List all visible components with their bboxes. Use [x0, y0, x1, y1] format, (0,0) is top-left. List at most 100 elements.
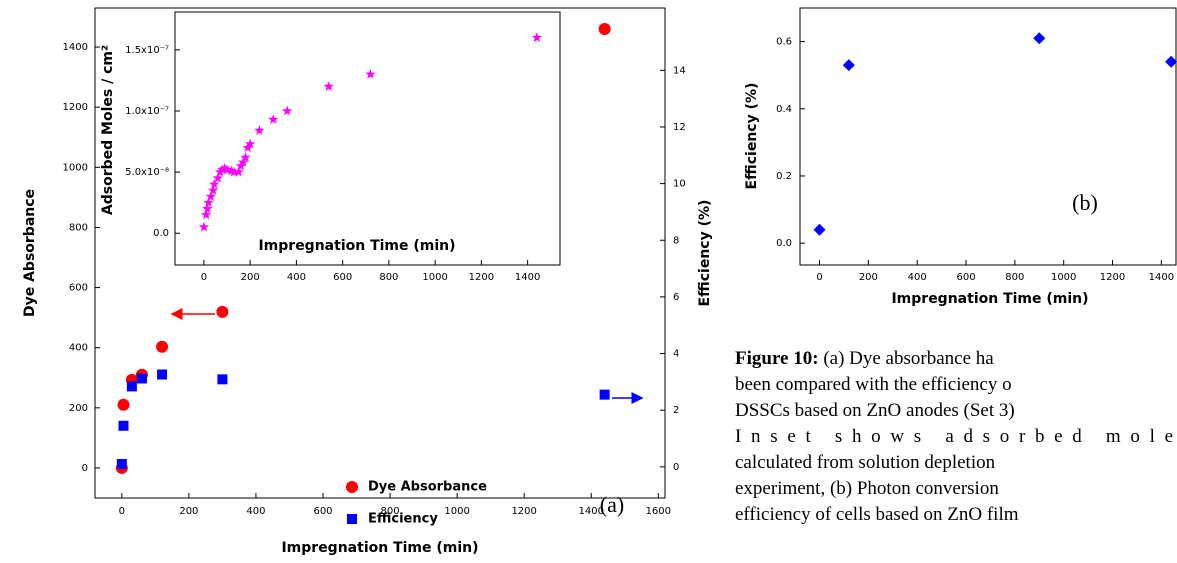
marker [813, 223, 826, 236]
marker [244, 138, 256, 149]
x-tick-label: 0 [119, 506, 125, 517]
y-tick-label: 1000 [63, 162, 88, 173]
caption-line: efficiency of cells based on ZnO film [735, 504, 1019, 525]
marker [156, 340, 169, 353]
y-tick-label: 1200 [63, 102, 88, 113]
marker [203, 197, 214, 208]
legend-label: Dye Absorbance [368, 480, 487, 495]
marker [219, 162, 230, 173]
y-tick-label: 1400 [63, 42, 88, 53]
caption-text: (a) Dye absorbance ha [823, 348, 994, 369]
plot-frame [799, 7, 1177, 266]
annotation: (a) [600, 492, 624, 517]
x-tick-label: 1600 [646, 506, 671, 517]
marker [1033, 32, 1046, 45]
x-tick-label: 400 [287, 272, 306, 283]
marker [238, 156, 249, 167]
x-tick-label: 1200 [1100, 272, 1125, 283]
chart: 0 200 400 600 800 1000 1200 1400 1600 0 200 400 600 8… [22, 7, 713, 556]
marker [126, 381, 137, 392]
marker [202, 203, 213, 214]
y2-tick-label: 8 [673, 235, 679, 246]
y2-tick-label: 4 [673, 349, 679, 360]
marker [365, 68, 376, 79]
x-tick-label: 800 [379, 272, 398, 283]
chart: 0 200 400 600 800 1000 1200 1400 0.0 0.2 0.4 0.6 Imp… [744, 7, 1177, 307]
caption-line: experiment, (b) Photon conversion [735, 478, 999, 499]
marker [347, 514, 357, 524]
y2-tick-label: 2 [673, 405, 679, 416]
x-tick-label: 0 [816, 272, 822, 283]
caption-line: Inset shows adsorbed mole [735, 426, 1173, 447]
x-tick-label: 1000 [1051, 272, 1076, 283]
marker [598, 23, 611, 36]
y-tick-label: 0.6 [776, 37, 792, 48]
marker [281, 105, 293, 116]
y2-axis-label: Efficiency (%) [697, 200, 713, 307]
x-tick-label: 1000 [444, 506, 469, 517]
x-tick-label: 600 [333, 272, 352, 283]
y-tick-label: 400 [69, 343, 88, 354]
marker [201, 209, 212, 220]
caption-label: Figure 10: [735, 348, 819, 369]
marker [157, 369, 168, 380]
x-tick-label: 1200 [469, 272, 494, 283]
marker [323, 81, 334, 91]
marker [118, 420, 129, 431]
marker [117, 398, 130, 411]
y-tick-label: 0.4 [776, 104, 792, 115]
marker [205, 191, 217, 201]
y-axis-label: Dye Absorbance [22, 189, 38, 317]
x-tick-label: 400 [246, 506, 265, 517]
y2-tick-label: 10 [673, 179, 686, 190]
charts: 0 200 400 600 800 1000 1200 1400 160002004006008… [22, 7, 1177, 556]
x-tick-label: 800 [1005, 272, 1024, 283]
x-tick-label: 800 [381, 506, 400, 517]
y-tick-label: 800 [69, 222, 88, 233]
y-tick-label: 0.0 [776, 238, 792, 249]
x-axis-label: Impregnation Time (min) [891, 291, 1088, 307]
y-tick-label: 1.5x10⁻⁷ [125, 45, 169, 56]
y-axis-label: Efficiency (%) [744, 83, 760, 190]
marker [599, 389, 610, 400]
marker [212, 172, 223, 183]
marker [228, 166, 240, 177]
x-tick-label: 600 [313, 506, 332, 517]
marker [136, 373, 147, 384]
x-tick-label: 0 [201, 272, 207, 283]
y-tick-label: 5.0x10⁻⁸ [125, 167, 169, 178]
y2-tick-label: 12 [673, 122, 686, 133]
y-tick-label: 0.2 [776, 171, 792, 182]
marker [254, 125, 265, 135]
marker [346, 481, 358, 493]
x-tick-label: 200 [241, 272, 260, 283]
x-tick-label: 1200 [511, 506, 536, 517]
marker [531, 32, 543, 43]
marker [842, 59, 855, 72]
x-tick-label: 1000 [422, 272, 447, 283]
y-tick-label: 1.0x10⁻⁷ [125, 106, 169, 117]
marker [116, 459, 127, 470]
plot-frame [94, 7, 666, 499]
x-tick-label: 600 [956, 272, 975, 283]
marker [221, 164, 233, 175]
legend-label: Efficiency [368, 512, 438, 527]
x-tick-label: 200 [859, 272, 878, 283]
x-tick-label: 1400 [515, 272, 540, 283]
marker [240, 151, 251, 162]
plot-frame [174, 11, 561, 266]
marker [209, 178, 220, 189]
marker [268, 114, 279, 124]
caption-line: calculated from solution depletion [735, 452, 996, 473]
y2-tick-label: 14 [673, 65, 686, 76]
marker [216, 305, 229, 318]
marker [1165, 55, 1177, 68]
y-tick-label: 0 [82, 463, 88, 474]
annotation: (b) [1072, 190, 1098, 215]
x-axis-label: Impregnation Time (min) [281, 540, 478, 556]
caption-line: Figure 10: (a) Dye absorbance ha [735, 348, 994, 369]
x-tick-label: 200 [179, 506, 198, 517]
y-tick-label: 200 [69, 403, 88, 414]
